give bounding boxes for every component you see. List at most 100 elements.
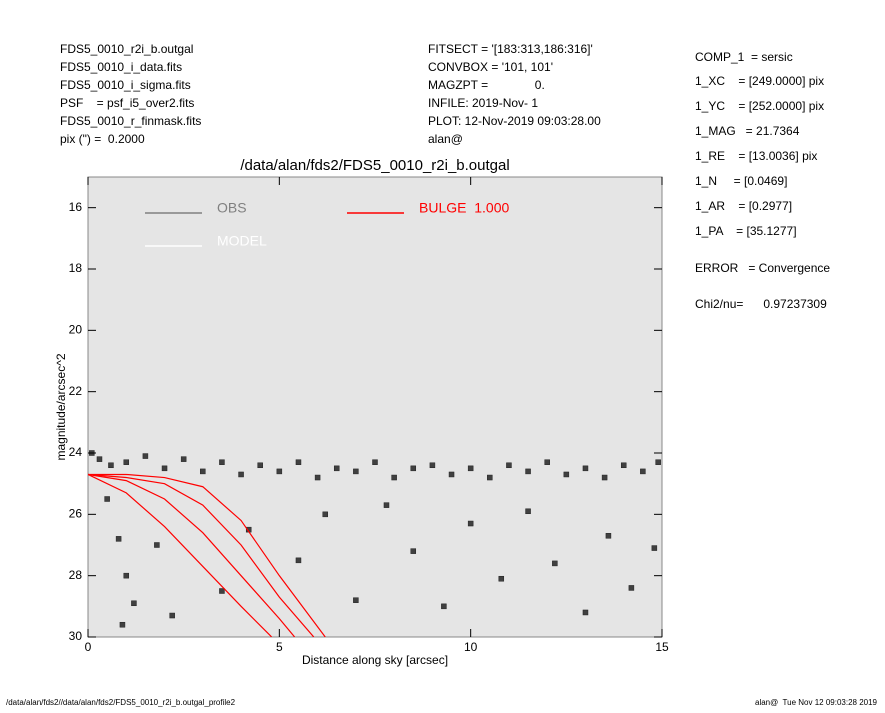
obs-point xyxy=(441,603,447,610)
parameter-line: 1_N = [0.0469] xyxy=(695,174,787,188)
obs-point xyxy=(295,459,302,465)
obs-point xyxy=(467,520,474,527)
obs-point xyxy=(115,536,122,542)
parameter-line: 1_YC = [252.0000] pix xyxy=(695,99,824,113)
obs-point xyxy=(655,459,661,465)
obs-point xyxy=(498,575,505,582)
y-tick-label: 30 xyxy=(69,629,83,643)
header-middle-line: MAGZPT = 0. xyxy=(428,78,545,92)
parameter-line: ERROR = Convergence xyxy=(695,261,830,275)
obs-point xyxy=(448,471,455,478)
y-tick-label: 26 xyxy=(69,507,83,521)
obs-point xyxy=(154,542,160,548)
obs-point xyxy=(131,600,137,607)
y-tick-label: 22 xyxy=(69,384,83,398)
header-left-line: FDS5_0010_r_finmask.fits xyxy=(60,114,201,128)
obs-point xyxy=(487,474,493,481)
obs-point xyxy=(563,471,570,478)
parameter-line: 1_RE = [13.0036] pix xyxy=(695,149,817,163)
obs-point xyxy=(640,468,646,475)
obs-point xyxy=(295,557,302,564)
header-left-line: pix (") = 0.2000 xyxy=(60,132,145,146)
obs-point xyxy=(104,496,110,502)
x-tick-label: 10 xyxy=(464,640,478,654)
obs-point xyxy=(620,462,627,469)
x-axis-label: Distance along sky [arcsec] xyxy=(302,653,448,667)
obs-point xyxy=(180,456,187,462)
obs-point xyxy=(628,585,635,591)
y-tick-label: 16 xyxy=(69,200,83,214)
obs-point xyxy=(429,462,436,469)
obs-point xyxy=(238,471,244,478)
obs-point xyxy=(372,459,378,465)
legend-label: BULGE 1.000 xyxy=(419,200,509,216)
obs-point xyxy=(544,459,550,465)
obs-point xyxy=(276,468,283,475)
header-middle-line: CONVBOX = '101, 101' xyxy=(428,60,553,74)
x-tick-label: 15 xyxy=(655,640,669,654)
header-left-line: FDS5_0010_i_data.fits xyxy=(60,60,182,74)
bulge-curve xyxy=(88,473,296,637)
header-left-line: FDS5_0010_r2i_b.outgal xyxy=(60,42,193,56)
plot-area xyxy=(87,176,663,638)
parameter-line: 1_MAG = 21.7364 xyxy=(695,124,800,138)
obs-point xyxy=(605,533,612,539)
obs-point xyxy=(467,465,474,472)
obs-point xyxy=(651,545,658,551)
y-tick-label: 18 xyxy=(69,261,83,275)
obs-point xyxy=(601,474,608,481)
obs-point xyxy=(410,548,417,554)
parameter-line: COMP_1 = sersic xyxy=(695,50,793,64)
obs-point xyxy=(322,511,329,518)
obs-point xyxy=(525,468,531,475)
obs-point xyxy=(582,465,589,472)
obs-point xyxy=(314,474,321,481)
header-middle-line: FITSECT = '[183:313,186:316]' xyxy=(428,42,593,56)
obs-point xyxy=(200,468,206,475)
obs-point xyxy=(383,502,390,508)
bulge-curve xyxy=(88,473,273,637)
y-tick-label: 20 xyxy=(69,323,83,337)
obs-point xyxy=(161,465,168,472)
obs-point xyxy=(353,468,359,475)
obs-point xyxy=(333,465,340,472)
footer-left: /data/alan/fds2//data/alan/fds2/FDS5_001… xyxy=(6,698,236,707)
header-middle-line: PLOT: 12-Nov-2019 09:03:28.00 xyxy=(428,114,601,128)
obs-point xyxy=(257,462,263,469)
obs-point xyxy=(123,459,130,465)
obs-point xyxy=(391,474,397,481)
obs-point xyxy=(353,597,359,603)
legend-label: MODEL xyxy=(217,233,267,249)
obs-point xyxy=(123,572,130,579)
obs-point xyxy=(552,560,558,567)
header-middle-line: INFILE: 2019-Nov- 1 xyxy=(428,96,538,110)
obs-point xyxy=(108,462,114,469)
x-tick-label: 0 xyxy=(85,640,92,654)
bulge-curve xyxy=(88,473,326,637)
header-middle-line: alan@ xyxy=(428,132,463,146)
obs-point xyxy=(169,612,175,619)
parameter-line: 1_PA = [35.1277] xyxy=(695,224,797,238)
y-tick-label: 28 xyxy=(69,568,83,582)
obs-point xyxy=(410,465,417,472)
obs-point xyxy=(142,453,149,459)
y-tick-label: 24 xyxy=(69,445,83,459)
obs-point xyxy=(96,456,103,462)
chart-title: /data/alan/fds2/FDS5_0010_r2i_b.outgal xyxy=(240,157,509,174)
obs-point xyxy=(219,459,225,465)
obs-point xyxy=(506,462,512,469)
obs-point xyxy=(219,588,225,594)
obs-point xyxy=(525,508,531,515)
parameter-line: Chi2/nu= 0.97237309 xyxy=(695,297,827,311)
obs-point xyxy=(119,621,126,628)
footer-right: alan@ Tue Nov 12 09:03:28 2019 xyxy=(755,698,878,707)
parameter-line: 1_XC = [249.0000] pix xyxy=(695,74,824,88)
obs-point xyxy=(582,609,589,616)
legend-label: OBS xyxy=(217,200,247,216)
x-tick-label: 5 xyxy=(276,640,283,654)
header-left-line: PSF = psf_i5_over2.fits xyxy=(60,96,194,110)
bulge-curve xyxy=(88,473,315,637)
header-left-line: FDS5_0010_i_sigma.fits xyxy=(60,78,191,92)
parameter-line: 1_AR = [0.2977] xyxy=(695,199,792,213)
